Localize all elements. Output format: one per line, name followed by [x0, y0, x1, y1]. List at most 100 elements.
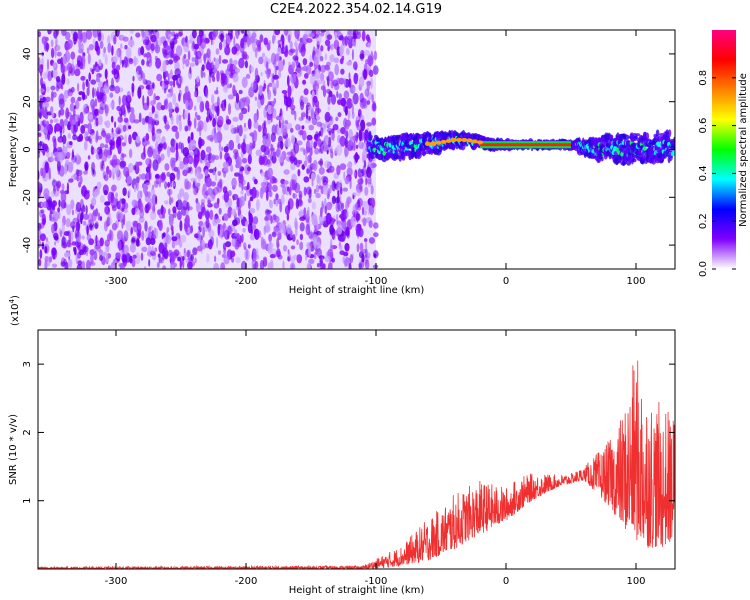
- noise-speck: [104, 68, 108, 80]
- noise-speck: [324, 64, 330, 71]
- noise-speck: [111, 204, 117, 212]
- noise-speck: [39, 140, 43, 147]
- noise-speck: [138, 216, 145, 223]
- noise-speck: [353, 140, 356, 151]
- signal-blob: [384, 136, 387, 144]
- noise-speck: [228, 190, 232, 197]
- x-tick-label: 100: [626, 576, 645, 587]
- noise-speck: [169, 80, 174, 87]
- noise-speck: [146, 51, 151, 59]
- noise-speck: [164, 181, 168, 190]
- noise-speck: [316, 33, 322, 46]
- noise-speck: [296, 254, 300, 261]
- noise-speck: [313, 141, 317, 149]
- noise-speck: [82, 81, 85, 92]
- noise-speck: [337, 128, 341, 134]
- noise-speck: [176, 114, 180, 126]
- noise-speck: [317, 160, 323, 165]
- noise-speck: [81, 235, 85, 240]
- noise-speck: [363, 68, 368, 80]
- noise-speck: [53, 185, 56, 195]
- noise-speck: [306, 64, 312, 75]
- noise-speck: [263, 146, 270, 156]
- noise-speck: [240, 38, 245, 49]
- noise-speck: [353, 171, 356, 177]
- noise-speck: [99, 237, 104, 247]
- noise-speck: [95, 117, 99, 127]
- noise-speck: [220, 74, 226, 87]
- noise-speck: [313, 95, 318, 104]
- noise-speck: [75, 252, 79, 265]
- noise-speck: [95, 108, 100, 117]
- noise-speck: [330, 94, 337, 105]
- noise-speck: [58, 93, 65, 105]
- noise-speck: [141, 246, 148, 253]
- noise-speck: [234, 68, 241, 73]
- noise-speck: [153, 227, 157, 236]
- noise-speck: [260, 240, 267, 250]
- noise-speck: [121, 59, 124, 68]
- noise-speck: [347, 108, 351, 119]
- noise-speck: [364, 259, 370, 269]
- noise-speck: [78, 48, 84, 54]
- signal-blob: [600, 156, 604, 162]
- noise-speck: [164, 163, 170, 171]
- noise-speck: [243, 127, 248, 132]
- noise-speck: [342, 256, 346, 264]
- noise-speck: [220, 262, 226, 269]
- noise-speck: [313, 237, 318, 249]
- noise-speck: [206, 116, 209, 123]
- noise-speck: [320, 45, 324, 52]
- noise-speck: [71, 241, 77, 246]
- noise-speck: [140, 46, 145, 56]
- noise-speck: [227, 83, 232, 89]
- noise-speck: [160, 204, 164, 215]
- noise-speck: [194, 50, 198, 56]
- noise-speck: [148, 259, 151, 267]
- noise-speck: [53, 138, 57, 151]
- noise-speck: [345, 226, 350, 237]
- signal-core: [656, 142, 661, 148]
- noise-speck: [280, 194, 285, 205]
- noise-speck: [178, 141, 183, 150]
- noise-speck: [155, 195, 158, 205]
- noise-speck: [187, 50, 191, 61]
- noise-speck: [289, 127, 294, 133]
- noise-speck: [171, 125, 178, 132]
- noise-speck: [50, 151, 54, 163]
- noise-speck: [164, 200, 169, 205]
- noise-speck: [187, 155, 194, 165]
- noise-speck: [38, 88, 45, 93]
- noise-speck: [204, 243, 210, 249]
- noise-speck: [344, 242, 350, 252]
- noise-speck: [315, 85, 319, 97]
- noise-speck: [111, 222, 118, 231]
- noise-speck: [152, 82, 155, 89]
- noise-speck: [279, 222, 285, 234]
- noise-speck: [132, 75, 135, 82]
- noise-speck: [342, 187, 348, 192]
- noise-speck: [337, 223, 343, 235]
- noise-speck: [305, 223, 311, 236]
- noise-speck: [343, 77, 347, 88]
- noise-speck: [310, 107, 314, 120]
- noise-speck: [76, 114, 80, 122]
- noise-speck: [287, 249, 290, 255]
- noise-speck: [69, 141, 73, 146]
- noise-speck: [54, 123, 61, 132]
- noise-speck: [373, 65, 379, 75]
- noise-speck: [222, 242, 227, 251]
- noise-speck: [202, 120, 208, 132]
- noise-speck: [320, 72, 325, 82]
- noise-speck: [291, 179, 298, 191]
- noise-speck: [46, 150, 50, 158]
- noise-speck: [249, 196, 254, 202]
- noise-speck: [193, 159, 198, 168]
- noise-speck: [239, 195, 245, 207]
- noise-speck: [241, 107, 248, 115]
- noise-speck: [233, 60, 238, 65]
- noise-speck: [44, 100, 49, 109]
- noise-speck: [349, 254, 354, 264]
- noise-speck: [116, 230, 124, 241]
- noise-speck: [50, 119, 53, 124]
